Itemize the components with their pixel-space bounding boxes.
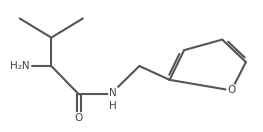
Text: O: O [75, 113, 83, 123]
Text: H₂N: H₂N [10, 61, 29, 71]
Text: O: O [227, 85, 236, 95]
Text: N: N [109, 88, 117, 98]
Text: H: H [109, 101, 117, 111]
